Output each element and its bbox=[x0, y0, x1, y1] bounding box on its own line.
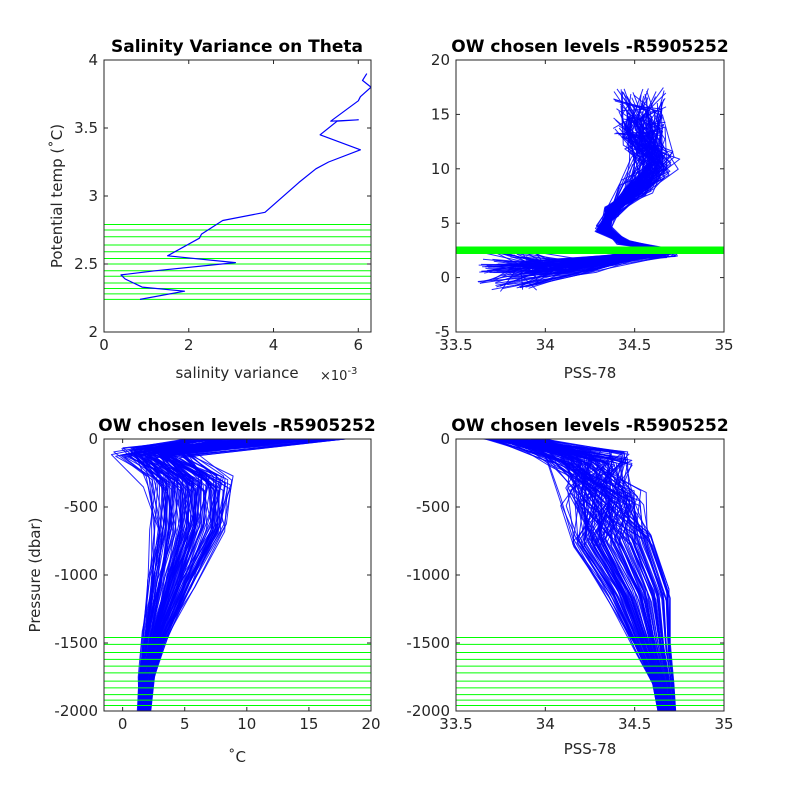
panel4-salinity-profile bbox=[510, 439, 659, 711]
panel1-ylabel: Potential temp (˚C) bbox=[48, 124, 66, 268]
panel4-salinity-profile bbox=[536, 439, 673, 711]
panel4-salinity-profile bbox=[490, 439, 660, 711]
panel3-xtick-label: 5 bbox=[180, 715, 190, 733]
panel3-temperature-profile bbox=[139, 439, 227, 711]
panel3-ylabel: Pressure (dbar) bbox=[26, 518, 44, 633]
panel2-ts-profile bbox=[522, 93, 677, 285]
panel3-xlabel: ˚C bbox=[228, 748, 246, 766]
panel4-xtick-label: 34.5 bbox=[618, 715, 651, 733]
panel2-xlabel: PSS-78 bbox=[564, 364, 617, 382]
panel-pressure-temperature: OW chosen levels -R5905252 0 5 10 15 20 -2000… bbox=[26, 416, 381, 766]
panel4-salinity-profile bbox=[538, 439, 669, 711]
panel2-xtick-label: 35 bbox=[714, 336, 733, 354]
panel1-ytick-label: 2 bbox=[88, 323, 98, 341]
panel2-ts-profile bbox=[533, 126, 678, 268]
panel2-xtick-label: 34.5 bbox=[618, 336, 651, 354]
panel4-salinity-profile bbox=[496, 439, 663, 711]
panel4-data: 33.5 34 34.5 35 -2000 -1500 -1000 -500 0 bbox=[406, 430, 733, 733]
panel4-title: OW chosen levels -R5905252 bbox=[451, 416, 728, 436]
panel1-x-exponent-base: ×10 bbox=[320, 369, 347, 384]
panel2-frame bbox=[455, 59, 725, 333]
panel3-xtick-label: 15 bbox=[299, 715, 318, 733]
panel2-ytick-label: -5 bbox=[435, 323, 450, 341]
panel1-variance-line bbox=[120, 73, 371, 300]
panel2-ytick-label: 15 bbox=[431, 105, 450, 123]
panel3-ytick-label: -500 bbox=[64, 498, 98, 516]
panel3-data: 0 5 10 15 20 -2000 -1500 -1000 -500 0 bbox=[54, 430, 380, 733]
panel4-salinity-profile bbox=[539, 439, 663, 711]
panel4-salinity-profile bbox=[534, 439, 662, 711]
panel4-salinity-profile bbox=[507, 439, 668, 711]
panel1-title: Salinity Variance on Theta bbox=[111, 37, 363, 57]
panel2-ytick-label: 0 bbox=[440, 269, 450, 287]
panel1-data: 0 2 4 622.533.54 bbox=[74, 51, 372, 354]
panel1-ytick-label: 3 bbox=[88, 187, 98, 205]
panel4-ytick-label: -2000 bbox=[406, 702, 450, 720]
panel4-salinity-profile bbox=[514, 439, 675, 711]
panel1-ytick-label: 2.5 bbox=[74, 255, 98, 273]
panel2-plot-area bbox=[456, 87, 724, 292]
panel4-xtick-label: 35 bbox=[714, 715, 733, 733]
panel3-ytick-label: -1500 bbox=[54, 634, 98, 652]
panel2-ts-profile bbox=[481, 131, 669, 273]
panel4-salinity-profile bbox=[543, 439, 664, 711]
panel3-temperature-profile bbox=[140, 439, 252, 711]
panel1-xtick-label: 4 bbox=[269, 336, 279, 354]
panel4-salinity-profile bbox=[535, 439, 677, 711]
panel-pressure-salinity: OW chosen levels -R5905252 33.5 34 34.5 35 -… bbox=[406, 416, 733, 758]
panel4-ytick-label: -1000 bbox=[406, 566, 450, 584]
panel-theta-salinity: OW chosen levels -R5905252 33.5 34 34.5 35 -… bbox=[431, 37, 734, 382]
panel2-data: 33.5 34 34.5 35 -5 0 5 10 15 20 bbox=[431, 51, 734, 354]
panel4-plot-area bbox=[456, 439, 724, 711]
panel3-temperature-profile bbox=[149, 439, 341, 711]
panel1-x-exponent-power: -3 bbox=[347, 366, 357, 377]
panel4-salinity-profile bbox=[505, 439, 665, 711]
panel1-ytick-label: 4 bbox=[88, 51, 98, 69]
panel4-ytick-label: 0 bbox=[440, 430, 450, 448]
panel4-xtick-label: 33.5 bbox=[439, 715, 472, 733]
panel1-xtick-label: 6 bbox=[354, 336, 364, 354]
panel3-temperature-profile bbox=[115, 439, 201, 711]
panel3-xtick-label: 10 bbox=[237, 715, 256, 733]
panel1-ytick-label: 3.5 bbox=[74, 119, 98, 137]
panel2-ts-profile bbox=[489, 88, 671, 274]
panel3-title: OW chosen levels -R5905252 bbox=[98, 416, 375, 436]
panel3-temperature-profile bbox=[129, 439, 219, 711]
panel3-ytick-label: 0 bbox=[88, 430, 98, 448]
panel4-salinity-profile bbox=[542, 439, 668, 711]
panel1-xtick-label: 0 bbox=[99, 336, 109, 354]
panel4-xtick-label: 34 bbox=[536, 715, 555, 733]
panel1-plot-area bbox=[104, 73, 371, 300]
panel3-temperature-profile bbox=[121, 439, 216, 711]
panel-salinity-variance: Salinity Variance on Theta 0 2 4 622.533.54… bbox=[48, 37, 372, 384]
panel4-xlabel: PSS-78 bbox=[564, 740, 617, 758]
panel2-title: OW chosen levels -R5905252 bbox=[451, 37, 728, 57]
panel4-ytick-label: -1500 bbox=[406, 634, 450, 652]
panel1-xlabel: salinity variance bbox=[175, 364, 298, 382]
panel2-ytick-label: 5 bbox=[440, 214, 450, 232]
panel3-plot-area bbox=[104, 439, 371, 711]
panel1-xtick-label: 2 bbox=[184, 336, 194, 354]
panel4-salinity-profile bbox=[493, 439, 672, 711]
panel3-temperature-profile bbox=[145, 439, 313, 711]
panel4-salinity-profile bbox=[511, 439, 665, 711]
panel2-ytick-label: 20 bbox=[431, 51, 450, 69]
panel3-xtick-label: 20 bbox=[361, 715, 380, 733]
panel3-xtick-label: 0 bbox=[118, 715, 128, 733]
panel2-ts-profile bbox=[524, 93, 677, 279]
panel1-x-exponent: ×10-3 bbox=[320, 366, 357, 384]
panel4-salinity-profile bbox=[534, 439, 676, 711]
panel3-ytick-label: -1000 bbox=[54, 566, 98, 584]
panel2-xtick-label: 33.5 bbox=[439, 336, 472, 354]
panel2-ytick-label: 10 bbox=[431, 160, 450, 178]
panel2-xtick-label: 34 bbox=[536, 336, 555, 354]
panel3-temperature-profile bbox=[143, 439, 291, 711]
panel4-salinity-profile bbox=[515, 439, 670, 711]
panel3-ytick-label: -2000 bbox=[54, 702, 98, 720]
panel3-temperature-profile bbox=[137, 439, 255, 711]
panel4-ytick-label: -500 bbox=[416, 498, 450, 516]
